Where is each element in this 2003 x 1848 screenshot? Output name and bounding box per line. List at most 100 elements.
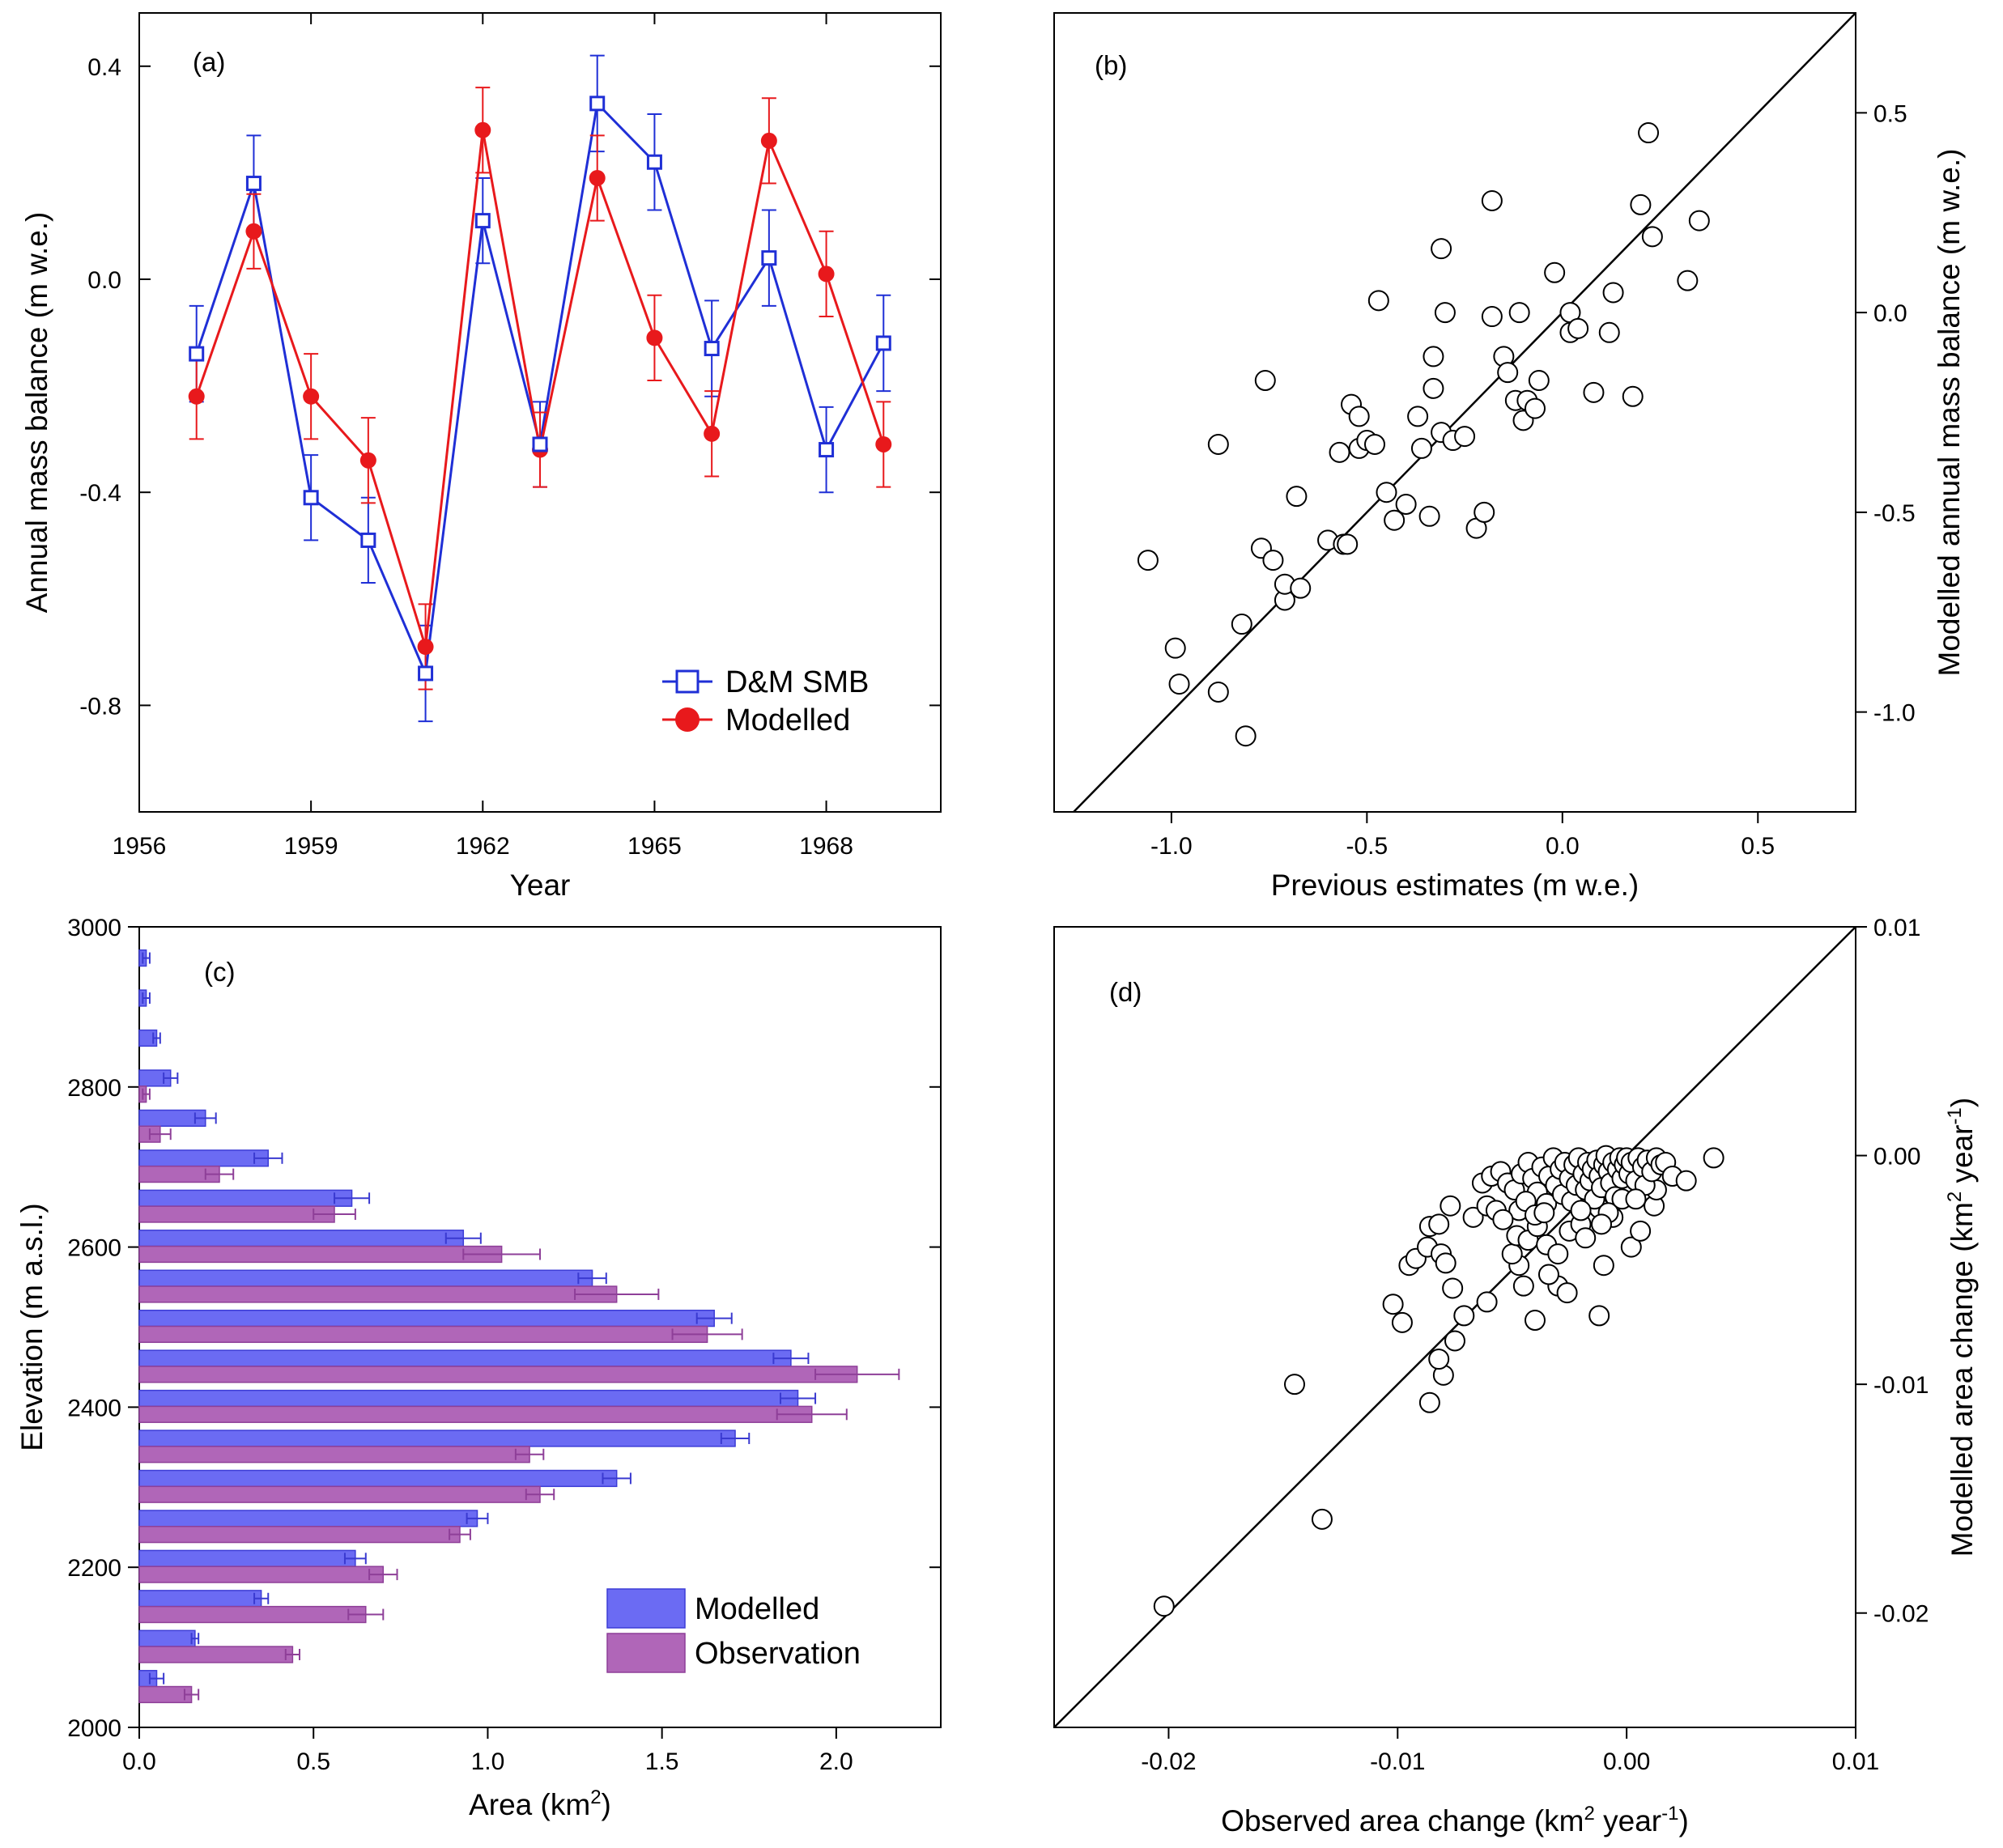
series-line-modelled bbox=[195, 130, 885, 648]
scatter-point bbox=[1602, 282, 1624, 304]
panel-a-xtick-label: 1959 bbox=[284, 833, 338, 860]
panel-a-label: (a) bbox=[193, 47, 225, 77]
scatter-point bbox=[1207, 681, 1229, 703]
scatter-point bbox=[1311, 1508, 1333, 1530]
bar-modelled bbox=[138, 1549, 356, 1567]
scatter-point bbox=[1395, 494, 1417, 516]
panel-b-xtick-label: 0.5 bbox=[1741, 833, 1775, 860]
panel-d: -0.02 -0.01 0.00 0.01 0.01 0.00 -0.01 -0.02 (d) O… bbox=[1053, 915, 1979, 1837]
panel-d-ytick-label: -0.02 bbox=[1873, 1601, 1929, 1628]
scatter-point bbox=[1501, 1243, 1523, 1265]
scatter-point bbox=[1207, 433, 1229, 455]
scatter-point bbox=[1630, 1220, 1652, 1242]
dm-smb-point bbox=[532, 436, 548, 452]
scatter-point bbox=[1428, 1213, 1450, 1235]
panel-b-label: (b) bbox=[1095, 50, 1127, 80]
bar-observation bbox=[138, 1605, 367, 1624]
legend-mod-marker bbox=[675, 707, 700, 732]
scatter-point bbox=[1575, 1227, 1597, 1249]
bar-modelled bbox=[138, 1230, 465, 1247]
scatter-point bbox=[1418, 1391, 1440, 1413]
scatter-point bbox=[1290, 577, 1312, 599]
bar-modelled bbox=[138, 1510, 478, 1527]
scatter-point bbox=[1407, 406, 1429, 427]
dm-smb-point bbox=[646, 154, 662, 170]
dm-smb-point bbox=[303, 490, 319, 506]
legend-dm-marker bbox=[675, 669, 700, 694]
scatter-point bbox=[1583, 381, 1605, 403]
scatter-point bbox=[1391, 1311, 1413, 1333]
bar-observation bbox=[138, 1565, 385, 1583]
panel-a-xtick-label: 1956 bbox=[113, 833, 167, 860]
scatter-point bbox=[1137, 550, 1159, 571]
panel-b-ytick-label: -0.5 bbox=[1873, 500, 1916, 527]
scatter-point bbox=[1476, 1291, 1498, 1313]
legend-modelled-swatch bbox=[606, 1588, 686, 1629]
panel-d-ylabel-sup2: -1 bbox=[1944, 1107, 1966, 1124]
panel-d-ytick-label: 0.00 bbox=[1873, 1144, 1920, 1170]
panel-d-xtick-label: -0.01 bbox=[1370, 1748, 1425, 1775]
scatter-point bbox=[1262, 550, 1284, 571]
panel-d-xlabel-main: Observed area change (km bbox=[1221, 1804, 1584, 1837]
bar-observation bbox=[138, 1685, 193, 1704]
panel-c-ytick-label: 3000 bbox=[67, 915, 121, 941]
scatter-point bbox=[1688, 210, 1710, 232]
modelled-point bbox=[417, 639, 434, 656]
scatter-point bbox=[1497, 362, 1519, 384]
scatter-point bbox=[1570, 1200, 1592, 1221]
modelled-point bbox=[646, 329, 663, 346]
series-line-dm bbox=[195, 100, 885, 678]
bar-modelled bbox=[138, 1389, 799, 1408]
panel-c-xtick-label: 0.0 bbox=[122, 1748, 156, 1775]
panel-d-ylabel-end: ) bbox=[1946, 1098, 1979, 1107]
scatter-point bbox=[1153, 1595, 1175, 1617]
bar-observation bbox=[138, 1485, 541, 1503]
scatter-point bbox=[1431, 238, 1452, 260]
scatter-point bbox=[1382, 1294, 1404, 1315]
dm-smb-point bbox=[704, 341, 720, 357]
bar-observation bbox=[138, 1446, 530, 1464]
panel-a-xtick-label: 1962 bbox=[456, 833, 510, 860]
scatter-point bbox=[1440, 1195, 1461, 1217]
legend-dm-label: D&M SMB bbox=[725, 665, 869, 699]
scatter-point bbox=[1364, 433, 1385, 455]
bar-observation bbox=[138, 1245, 503, 1264]
scatter-point bbox=[1254, 370, 1276, 392]
bar-modelled bbox=[138, 1269, 593, 1287]
one-to-one-line bbox=[1053, 926, 1856, 1728]
legend-mod-label: Modelled bbox=[725, 703, 850, 737]
scatter-point bbox=[1525, 397, 1546, 419]
modelled-point bbox=[760, 132, 777, 149]
panel-c-xtick-label: 0.5 bbox=[296, 1748, 330, 1775]
panel-c-xlabel-end: ) bbox=[602, 1788, 611, 1821]
bar-modelled bbox=[138, 1309, 715, 1328]
panel-c-xtick-label: 2.0 bbox=[819, 1748, 853, 1775]
dm-smb-point bbox=[418, 665, 434, 682]
panel-c-xtick-label: 1.5 bbox=[645, 1748, 679, 1775]
legend-observation-label: Observation bbox=[695, 1637, 861, 1671]
one-to-one-line bbox=[1073, 12, 1856, 813]
panel-c-ytick-label: 2600 bbox=[67, 1235, 121, 1262]
scatter-point bbox=[1528, 370, 1550, 392]
scatter-point bbox=[1286, 486, 1308, 508]
bar-modelled bbox=[138, 1149, 270, 1167]
bar-modelled bbox=[138, 1349, 792, 1367]
panel-d-xtick-label: 0.01 bbox=[1832, 1748, 1879, 1775]
scatter-point bbox=[1384, 509, 1406, 531]
panel-c-label: (c) bbox=[204, 957, 235, 987]
bar-modelled bbox=[138, 1189, 353, 1207]
panel-d-ylabel-sup: 2 bbox=[1944, 1192, 1966, 1202]
scatter-point bbox=[1598, 321, 1620, 343]
scatter-point bbox=[1620, 1236, 1642, 1258]
dm-smb-point bbox=[245, 176, 262, 192]
bar-observation bbox=[138, 1646, 294, 1663]
panel-d-ylabel-main: Modelled area change (km bbox=[1946, 1202, 1979, 1557]
scatter-point bbox=[1508, 302, 1530, 324]
panel-a: 1956 1959 1962 1965 1968 0.4 0.0 -0.4 -0.8 (a) Yea… bbox=[20, 12, 942, 902]
panel-b-frame bbox=[1053, 12, 1856, 813]
scatter-point bbox=[1444, 1330, 1465, 1352]
panel-b-ytick-label: -1.0 bbox=[1873, 700, 1916, 727]
modelled-point bbox=[818, 266, 835, 283]
panel-b-ytick-label: 0.0 bbox=[1873, 300, 1907, 327]
